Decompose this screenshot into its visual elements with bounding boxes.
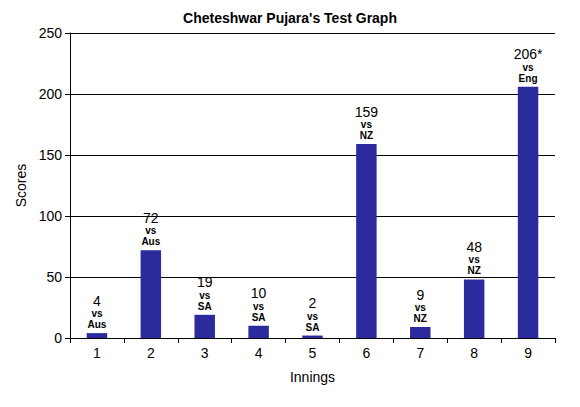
svg-text:2: 2 [309,295,317,311]
svg-text:9: 9 [416,287,424,303]
svg-text:vs: vs [522,62,534,73]
svg-text:vs: vs [307,311,319,322]
svg-text:SA: SA [198,301,212,312]
svg-text:Eng: Eng [519,73,538,84]
svg-text:vs: vs [253,301,265,312]
svg-text:72: 72 [143,210,159,226]
svg-text:19: 19 [197,274,213,290]
svg-text:9: 9 [524,345,532,361]
svg-text:vs: vs [415,302,427,313]
svg-text:8: 8 [470,345,478,361]
svg-text:SA: SA [306,322,320,333]
svg-text:150: 150 [39,147,63,163]
svg-text:206*: 206* [514,46,543,62]
svg-text:2: 2 [147,345,155,361]
svg-text:0: 0 [54,330,62,346]
svg-text:6: 6 [362,345,370,361]
svg-text:3: 3 [201,345,209,361]
svg-text:NZ: NZ [467,265,480,276]
svg-text:Cheteshwar Pujara's Test Graph: Cheteshwar Pujara's Test Graph [183,10,397,26]
svg-text:200: 200 [39,86,63,102]
svg-text:NZ: NZ [414,313,427,324]
svg-text:48: 48 [466,239,482,255]
svg-text:SA: SA [252,312,266,323]
svg-text:NZ: NZ [360,130,373,141]
svg-text:Aus: Aus [87,319,106,330]
svg-text:vs: vs [469,254,481,265]
svg-text:5: 5 [309,345,317,361]
svg-text:50: 50 [46,269,62,285]
svg-text:4: 4 [93,293,101,309]
svg-text:Aus: Aus [141,236,160,247]
svg-text:250: 250 [39,25,63,41]
svg-text:Scores: Scores [13,164,29,208]
svg-text:1: 1 [93,345,101,361]
svg-text:Innings: Innings [290,369,335,385]
svg-text:vs: vs [361,119,373,130]
svg-text:159: 159 [355,104,379,120]
svg-text:vs: vs [145,225,157,236]
svg-text:vs: vs [91,308,103,319]
svg-text:10: 10 [251,285,267,301]
svg-text:4: 4 [255,345,263,361]
svg-text:vs: vs [199,290,211,301]
svg-text:7: 7 [416,345,424,361]
svg-text:100: 100 [39,208,63,224]
